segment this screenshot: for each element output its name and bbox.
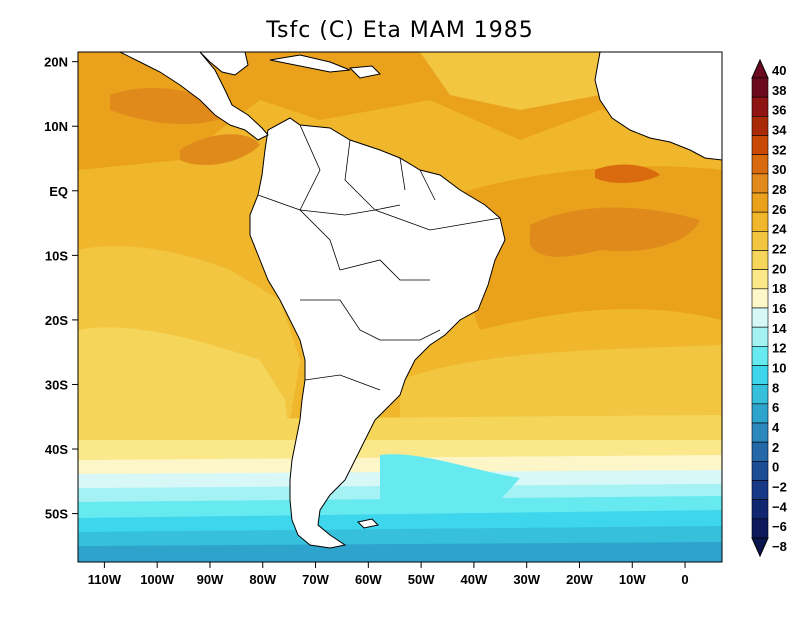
x-tick-label: 70W (302, 572, 329, 587)
land-south-america (249, 117, 506, 549)
field-band-24-caribbean (420, 52, 600, 110)
x-tick-label: 10W (619, 572, 646, 587)
colorbar-swatch (751, 96, 769, 117)
colorbar-label: 26 (772, 202, 786, 217)
colorbar-label: 0 (772, 460, 779, 475)
colorbar-label: 40 (772, 63, 786, 78)
colorbar-swatch (751, 77, 769, 98)
map-frame (77, 51, 723, 563)
colorbar-swatch (751, 461, 769, 481)
field-band-30-gulf (595, 164, 660, 183)
colorbar-swatch (751, 403, 769, 424)
x-tick-label: 60W (355, 572, 382, 587)
field-band-8 (78, 526, 722, 548)
colorbar-swatch (751, 365, 769, 385)
colorbar-swatch (751, 250, 769, 270)
colorbar-label: 28 (772, 182, 786, 197)
colorbar-swatch (751, 480, 769, 500)
colorbar-swatch (751, 173, 769, 194)
y-tick-label: 50S (45, 507, 68, 522)
x-tick-label: 100W (140, 572, 175, 587)
colorbar-label: 18 (772, 281, 786, 296)
land-hispaniola (348, 65, 382, 79)
colorbar-label: 36 (772, 103, 786, 118)
colorbar-swatch (751, 288, 769, 309)
y-tick-label: 10S (45, 248, 68, 263)
colorbar: 4038363432302826242220181614121086420−2−… (751, 58, 788, 558)
x-tick-label: 110W (88, 572, 122, 587)
y-axis: 20N 10N EQ 10S 20S 30S 40S 50S (44, 55, 78, 522)
colorbar-label: 22 (772, 242, 786, 257)
colorbar-label: 12 (772, 341, 786, 356)
colorbar-swatch (751, 499, 769, 520)
land-cuba (269, 54, 351, 73)
y-tick-label: 20S (45, 313, 68, 328)
colorbar-label: 8 (772, 380, 779, 395)
colorbar-swatch (751, 441, 769, 462)
y-tick-label: 20N (44, 55, 68, 70)
colorbar-swatch (751, 269, 769, 290)
colorbar-label: 16 (772, 301, 786, 316)
x-tick-label: 30W (513, 572, 540, 587)
field-band-22-pacific (78, 327, 290, 440)
colorbar-swatch (751, 422, 769, 443)
field-band-6 (78, 542, 722, 562)
colorbar-label: 4 (772, 420, 780, 435)
x-tick-label: 40W (461, 572, 488, 587)
x-tick-label: 50W (408, 572, 435, 587)
colorbar-label: −6 (772, 519, 787, 534)
field-warm-blob-2 (180, 134, 260, 165)
map-title: Tsfc (C) Eta MAM 1985 (266, 18, 534, 43)
land-central-america (119, 52, 269, 141)
y-tick-label: 10N (44, 119, 68, 134)
colorbar-swatch (751, 307, 769, 328)
x-tick-label: 80W (249, 572, 276, 587)
country-borders (257, 124, 501, 391)
colorbar-swatch (751, 384, 769, 405)
colorbar-label: −4 (772, 499, 788, 514)
colorbar-swatch (751, 211, 769, 232)
colorbar-swatch (751, 116, 769, 136)
colorbar-label: 10 (772, 361, 786, 376)
colorbar-label: −8 (772, 539, 787, 554)
colorbar-swatch (751, 326, 769, 347)
colorbar-label: 20 (772, 261, 786, 276)
colorbar-swatch (751, 346, 769, 366)
y-tick-label: EQ (49, 184, 68, 199)
colorbar-label: 6 (772, 400, 779, 415)
y-tick-label: 40S (45, 442, 68, 457)
x-tick-label: 90W (197, 572, 224, 587)
land-falklands (356, 518, 380, 529)
colorbar-swatch (751, 518, 769, 539)
field-cold-tongue (380, 454, 520, 500)
colorbar-label: 34 (772, 123, 787, 138)
colorbar-bottom-arrow (751, 537, 769, 558)
colorbar-label: 14 (772, 321, 787, 336)
x-tick-label: 0 (681, 572, 688, 587)
colorbar-swatch (751, 231, 769, 251)
x-tick-label: 20W (566, 572, 593, 587)
land-yucatan (199, 52, 249, 76)
colorbar-label: 38 (772, 83, 786, 98)
colorbar-swatch (751, 192, 769, 213)
colorbar-label: 2 (772, 440, 779, 455)
land-africa (594, 52, 722, 161)
colorbar-label: 24 (772, 222, 787, 237)
colorbar-swatch (751, 135, 769, 155)
field-band-24-south-atlantic (400, 345, 722, 430)
field-band-28-atlantic (530, 207, 700, 257)
x-axis: 110W 100W 90W 80W 70W 60W 50W 40W 30W 20W 10W 0 (88, 562, 689, 587)
y-tick-label: 30S (45, 377, 68, 392)
colorbar-label: −2 (772, 480, 787, 495)
colorbar-swatch (751, 154, 769, 175)
colorbar-top-arrow (751, 58, 769, 79)
temperature-field (78, 52, 722, 562)
colorbar-label: 32 (772, 142, 786, 157)
colorbar-label: 30 (772, 162, 786, 177)
